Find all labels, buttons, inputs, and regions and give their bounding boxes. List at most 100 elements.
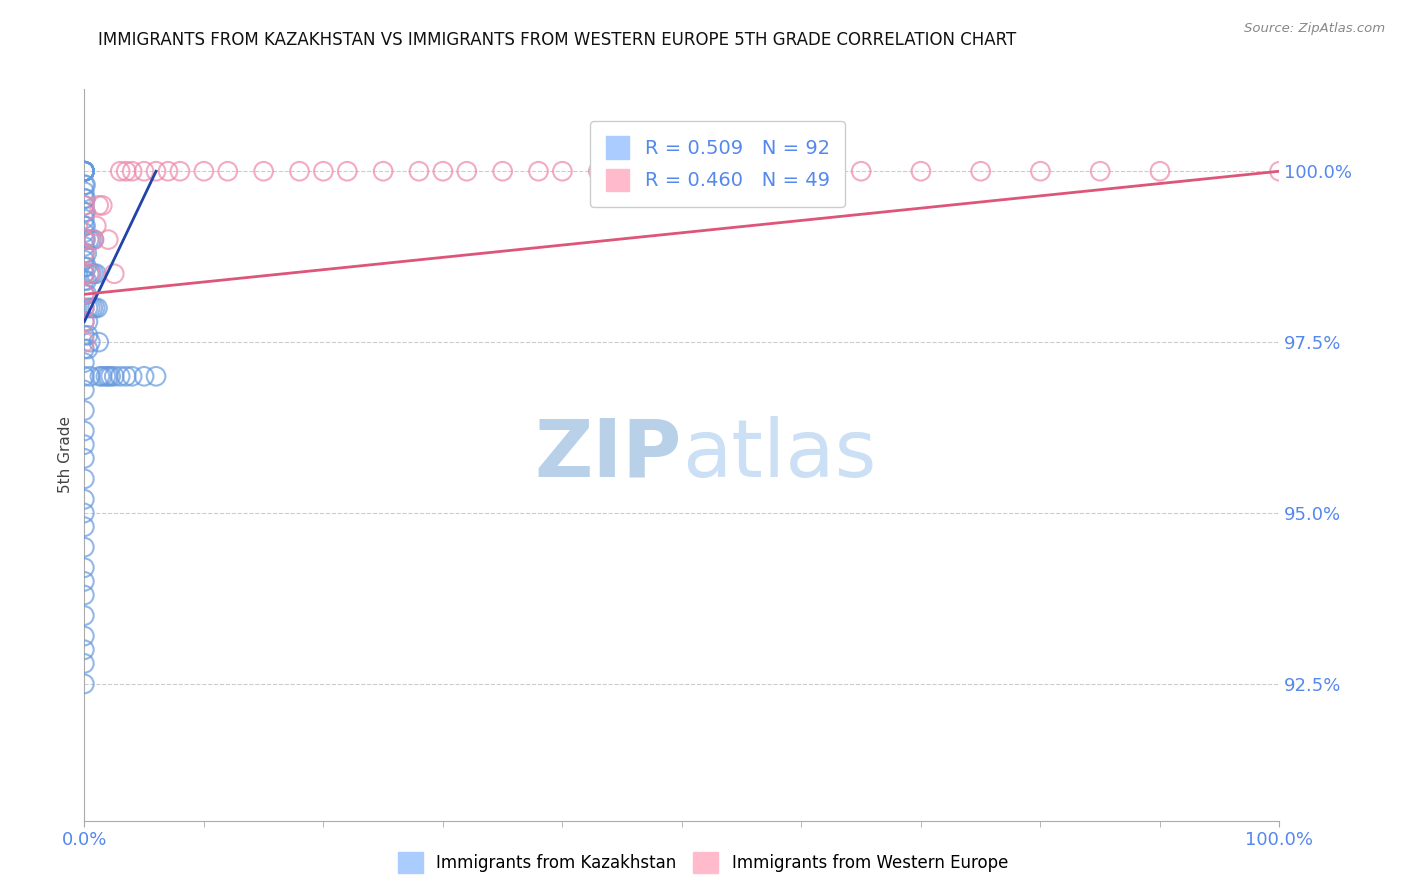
Point: [115, 164, 138, 178]
Point: [73, 246, 96, 260]
Point: [100, 369, 122, 384]
Point: [76, 287, 98, 301]
Point: [73, 164, 96, 178]
Point: [851, 164, 873, 178]
Point: [217, 164, 239, 178]
Point: [73, 492, 96, 507]
Point: [77, 328, 100, 343]
Point: [73, 274, 96, 288]
Point: [73, 642, 96, 657]
Point: [110, 369, 132, 384]
Point: [73, 342, 96, 356]
Point: [80, 267, 103, 281]
Point: [77, 342, 100, 356]
Point: [97, 369, 120, 384]
Point: [73, 267, 96, 281]
Point: [157, 164, 180, 178]
Point: [83, 267, 105, 281]
Point: [73, 164, 96, 178]
Point: [73, 164, 96, 178]
Point: [253, 164, 276, 178]
Legend: Immigrants from Kazakhstan, Immigrants from Western Europe: Immigrants from Kazakhstan, Immigrants f…: [391, 846, 1015, 880]
Point: [115, 369, 138, 384]
Point: [86, 301, 108, 315]
Point: [910, 164, 932, 178]
Point: [73, 677, 96, 691]
Point: [80, 233, 103, 247]
Point: [73, 198, 96, 212]
Point: [73, 233, 96, 247]
Point: [75, 205, 97, 219]
Point: [73, 369, 96, 384]
Point: [76, 260, 98, 274]
Point: [73, 205, 96, 219]
Point: [103, 369, 125, 384]
Point: [87, 198, 110, 212]
Point: [77, 315, 100, 329]
Text: ZIP: ZIP: [534, 416, 682, 494]
Point: [84, 301, 107, 315]
Point: [73, 164, 96, 178]
Point: [73, 451, 96, 466]
Text: atlas: atlas: [682, 416, 876, 494]
Point: [73, 246, 96, 260]
Point: [97, 233, 120, 247]
Point: [766, 164, 789, 178]
Point: [169, 164, 191, 178]
Point: [145, 369, 167, 384]
Point: [73, 226, 96, 240]
Point: [312, 164, 335, 178]
Point: [73, 328, 96, 343]
Point: [73, 560, 96, 574]
Point: [73, 164, 96, 178]
Point: [73, 540, 96, 554]
Point: [73, 519, 96, 533]
Point: [79, 335, 101, 350]
Y-axis label: 5th Grade: 5th Grade: [58, 417, 73, 493]
Point: [73, 588, 96, 602]
Point: [492, 164, 515, 178]
Point: [73, 301, 96, 315]
Point: [73, 164, 96, 178]
Point: [588, 164, 610, 178]
Point: [132, 369, 156, 384]
Point: [91, 369, 114, 384]
Point: [73, 506, 96, 520]
Point: [527, 164, 550, 178]
Point: [373, 164, 395, 178]
Text: Source: ZipAtlas.com: Source: ZipAtlas.com: [1244, 22, 1385, 36]
Point: [73, 219, 96, 233]
Point: [77, 267, 100, 281]
Point: [73, 192, 96, 206]
Point: [82, 301, 104, 315]
Point: [73, 185, 96, 199]
Point: [73, 164, 96, 178]
Point: [1029, 164, 1052, 178]
Point: [73, 608, 96, 623]
Point: [76, 274, 98, 288]
Point: [77, 233, 100, 247]
Point: [73, 164, 96, 178]
Point: [89, 369, 111, 384]
Point: [73, 198, 96, 212]
Point: [73, 574, 96, 589]
Point: [73, 287, 96, 301]
Point: [73, 233, 96, 247]
Point: [73, 356, 96, 370]
Point: [76, 246, 98, 260]
Point: [75, 178, 97, 192]
Legend: R = 0.509   N = 92, R = 0.460   N = 49: R = 0.509 N = 92, R = 0.460 N = 49: [591, 120, 845, 207]
Point: [73, 315, 96, 329]
Point: [432, 164, 454, 178]
Point: [145, 164, 167, 178]
Point: [121, 164, 143, 178]
Point: [83, 233, 105, 247]
Point: [75, 219, 97, 233]
Text: IMMIGRANTS FROM KAZAKHSTAN VS IMMIGRANTS FROM WESTERN EUROPE 5TH GRADE CORRELATI: IMMIGRANTS FROM KAZAKHSTAN VS IMMIGRANTS…: [98, 31, 1017, 49]
Point: [73, 239, 96, 253]
Point: [103, 267, 125, 281]
Point: [110, 164, 132, 178]
Point: [73, 164, 96, 178]
Point: [73, 253, 96, 268]
Point: [86, 219, 108, 233]
